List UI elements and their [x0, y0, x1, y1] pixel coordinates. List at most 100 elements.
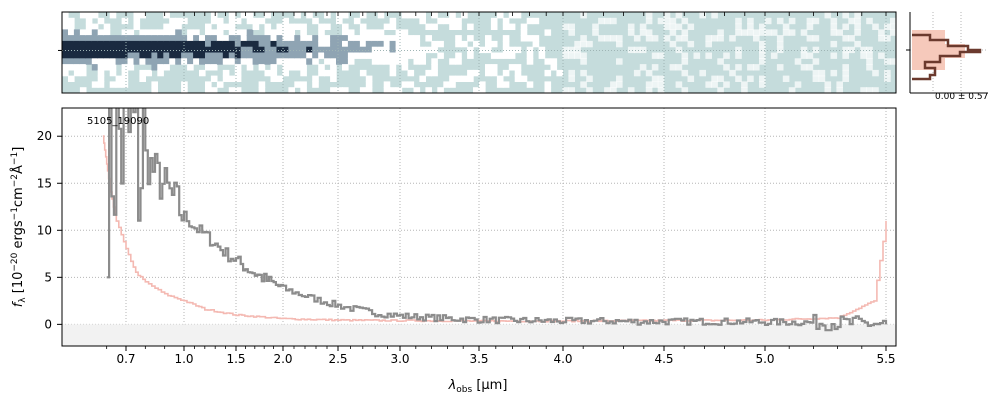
spectrum-2d-pixel — [282, 69, 289, 77]
spectrum-2d-pixel — [62, 12, 69, 19]
spectrum-2d-pixel — [681, 58, 689, 65]
spectrum-2d-pixel — [580, 58, 587, 65]
spectrum-2d-pixel — [544, 58, 552, 65]
spectrum-2d-pixel — [449, 12, 456, 19]
spectrum-2d-pixel — [872, 23, 879, 30]
spectrum-2d-pixel — [79, 52, 87, 59]
spectrum-2d-pixel — [228, 58, 236, 65]
spectrum-2d-pixel — [449, 17, 456, 25]
spectrum-2d-pixel — [437, 87, 444, 93]
spectrum-2d-pixel — [79, 87, 87, 93]
spectrum-2d-pixel — [97, 29, 105, 36]
spectrum-2d-pixel — [68, 46, 75, 54]
spectrum-2d-pixel — [151, 87, 158, 93]
spectrum-2d-pixel — [759, 40, 766, 48]
spectrum-2d-pixel — [163, 29, 170, 36]
spectrum-2d-pixel — [764, 17, 772, 25]
spectrum-2d-pixel — [711, 12, 718, 19]
spectrum-2d-pixel — [675, 23, 683, 30]
spectrum-2d-pixel — [431, 40, 438, 48]
spectrum-2d-pixel — [222, 46, 230, 54]
spectrum-2d-pixel — [216, 35, 224, 42]
spectrum-2d-pixel — [568, 23, 575, 30]
spectrum-2d-pixel — [407, 52, 415, 59]
spectrum-2d-pixel — [383, 52, 391, 59]
spectrum-2d-pixel — [139, 69, 146, 77]
spectrum-2d-pixel — [616, 35, 623, 42]
spectrum-2d-pixel — [806, 64, 814, 71]
spectrum-2d-pixel — [336, 40, 343, 48]
spectrum-2d-pixel — [681, 29, 689, 36]
spectrum-2d-pixel — [222, 58, 230, 65]
x-tick-label: 2.0 — [273, 352, 292, 366]
spectrum-2d-pixel — [294, 23, 301, 30]
spectrum-2d-pixel — [193, 52, 200, 59]
spectrum-2d-pixel — [657, 75, 665, 82]
profile-panel: 0.00 ± 0.57 — [906, 12, 988, 102]
spectrum-2d-pixel — [568, 46, 575, 54]
spectrum-2d-pixel — [741, 29, 748, 36]
spectrum-2d-pixel — [151, 58, 158, 65]
spectrum-2d-pixel — [121, 58, 129, 65]
spectrum-2d-pixel — [240, 35, 248, 42]
spectrum-2d-pixel — [657, 17, 665, 25]
spectrum-2d-pixel — [639, 29, 647, 36]
spectrum-2d-pixel — [270, 46, 278, 54]
spectrum-2d-pixel — [604, 87, 611, 93]
spectrum-2d-pixel — [431, 64, 438, 71]
spectrum-2d-pixel — [288, 40, 295, 48]
spectrum-2d-pixel — [222, 40, 230, 48]
spectrum-2d-pixel — [270, 52, 278, 59]
spectrum-2d-pixel — [330, 64, 337, 71]
spectrum-2d-pixel — [133, 23, 141, 30]
spectrum-2d-pixel — [234, 75, 242, 82]
spectrum-2d-pixel — [401, 81, 409, 88]
spectrum-2d-pixel — [645, 81, 653, 88]
spectrum-2d-pixel — [377, 52, 385, 59]
spectrum-2d-pixel — [187, 52, 194, 59]
spectrum-2d-pixel — [556, 69, 563, 77]
spectrum-2d-pixel — [330, 58, 337, 65]
spectrum-2d-pixel — [359, 40, 367, 48]
spectrum-2d-pixel — [318, 40, 325, 48]
spectrum-2d-pixel — [502, 69, 510, 77]
spectrum-2d-pixel — [300, 58, 307, 65]
spectrum-2d-pixel — [610, 87, 617, 93]
spectrum-2d-pixel — [395, 35, 403, 42]
spectrum-2d-pixel — [550, 58, 558, 65]
object-id-label: 5105_19090 — [87, 116, 149, 127]
spectrum-2d-pixel — [282, 46, 289, 54]
spectrum-2d-pixel — [103, 35, 111, 42]
spectrum-2d-pixel — [806, 17, 814, 25]
spectrum-2d-pixel — [568, 52, 575, 59]
spectrum-2d-pixel — [169, 29, 176, 36]
spectrum-2d-pixel — [860, 52, 867, 59]
spectrum-2d-pixel — [419, 46, 426, 54]
spectrum-2d-pixel — [199, 69, 206, 77]
spectrum-2d-pixel — [753, 35, 760, 42]
spectrum-2d-pixel — [842, 23, 849, 30]
spectrum-2d-pixel — [294, 46, 301, 54]
spectrum-2d-pixel — [347, 35, 355, 42]
spectrum-2d-pixel — [419, 75, 426, 82]
spectrum-2d-pixel — [175, 46, 182, 54]
spectrum-2d-pixel — [282, 64, 289, 71]
spectrum-2d-pixel — [359, 46, 367, 54]
spectrum-2d-pixel — [145, 29, 152, 36]
spectrum-2d-pixel — [73, 64, 81, 71]
spectrum-2d-pixel — [252, 40, 260, 48]
spectrum-2d-pixel — [419, 58, 426, 65]
spectrum-2d-pixel — [276, 75, 284, 82]
spectrum-2d-pixel — [359, 35, 367, 42]
spectrum-2d-pixel — [359, 69, 367, 77]
spectrum-2d-pixel — [330, 75, 337, 82]
spectrum-2d-pixel — [431, 12, 438, 19]
spectrum-2d-pixel — [276, 40, 284, 48]
spectrum-2d-pixel — [103, 40, 111, 48]
spectrum-2d-pixel — [187, 35, 194, 42]
spectrum-2d-pixel — [586, 75, 593, 82]
spectrum-2d-pixel — [544, 69, 552, 77]
spectrum-2d-pixel — [85, 35, 93, 42]
spectrum-2d-pixel — [312, 35, 319, 42]
spectrum-2d-pixel — [467, 23, 474, 30]
